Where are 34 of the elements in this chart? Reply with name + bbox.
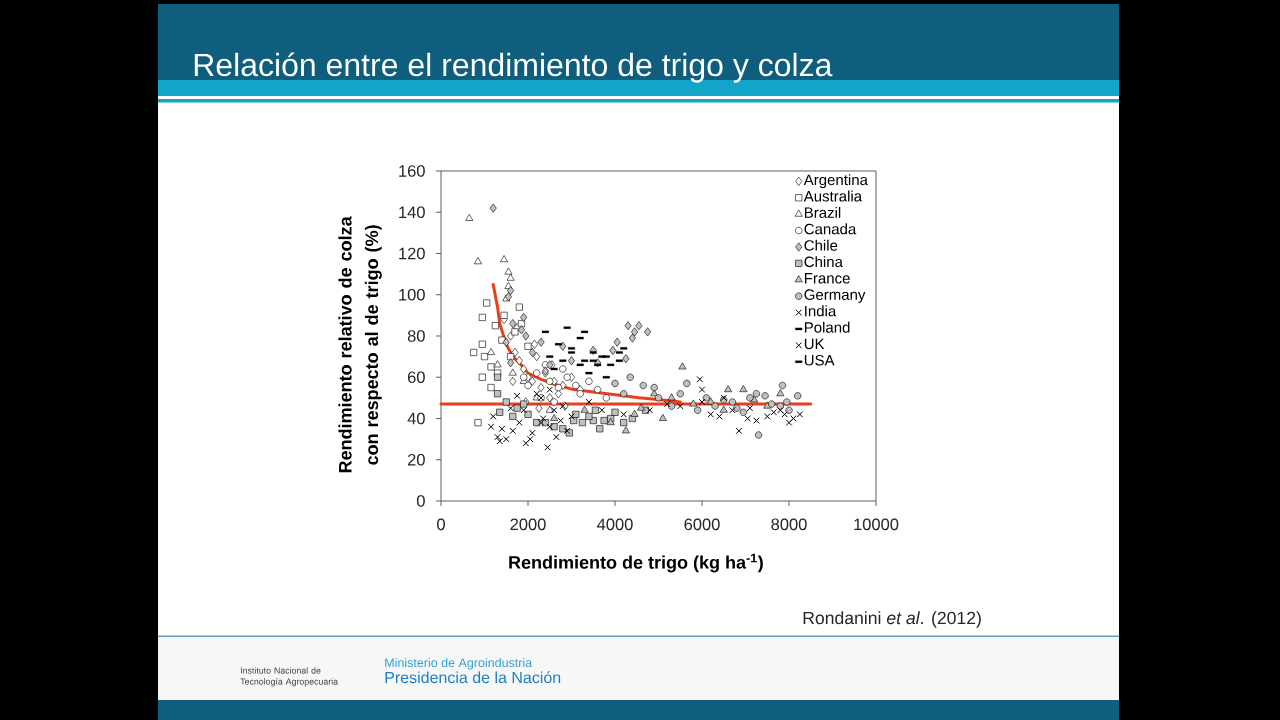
legend-label: Germany	[804, 289, 866, 303]
y-tick-label: 120	[399, 247, 425, 260]
chart-title: Relación entre el rendimiento de trigo y colza	[194, 52, 833, 83]
legend-label: Argentina	[803, 174, 868, 189]
y-tick-label: 20	[407, 453, 425, 466]
legend-label: Poland	[804, 321, 850, 333]
legend-label: India	[805, 305, 837, 317]
text: Instituto Nacional de Tecnología Agropecuaria	[240, 667, 339, 687]
legend-label: Brazil	[804, 206, 841, 218]
x-tick-label: 8000	[771, 518, 807, 531]
y-tick-label: 160	[399, 165, 425, 177]
text: Rondanini et al. (2012)	[803, 611, 981, 628]
y-tick-label: 100	[399, 288, 425, 301]
x-tick-label: 4000	[597, 518, 633, 531]
y-tick-label: 60	[407, 371, 425, 384]
legend-label: France	[804, 273, 850, 284]
text: Ministerio de Agroindustria	[385, 657, 533, 670]
legend-label: UK	[804, 338, 825, 350]
x-tick-label: 2000	[510, 518, 546, 531]
x-tick-label: 10000	[854, 518, 899, 531]
y-axis-title: Rendimiento relativo de colza con respecto al de trigo (%)	[338, 216, 382, 473]
x-tick-label: 0	[437, 518, 445, 531]
legend-label: Canada	[804, 223, 857, 235]
legend-label: China	[804, 256, 843, 268]
y-tick-label: 80	[407, 330, 425, 342]
y-tick-label: 0	[416, 495, 425, 507]
y-tick-label: 40	[407, 412, 425, 425]
legend-label: Australia	[803, 190, 863, 202]
legend-label: USA	[804, 354, 835, 366]
x-axis-title: Rendimiento de trigo (kg ha$^{-1}$)	[509, 553, 763, 573]
legend-label: Chile	[804, 239, 838, 251]
x-tick-label: 6000	[684, 518, 720, 531]
text: Presidencia de la Nación	[385, 671, 561, 684]
y-tick-label: 140	[399, 206, 425, 219]
